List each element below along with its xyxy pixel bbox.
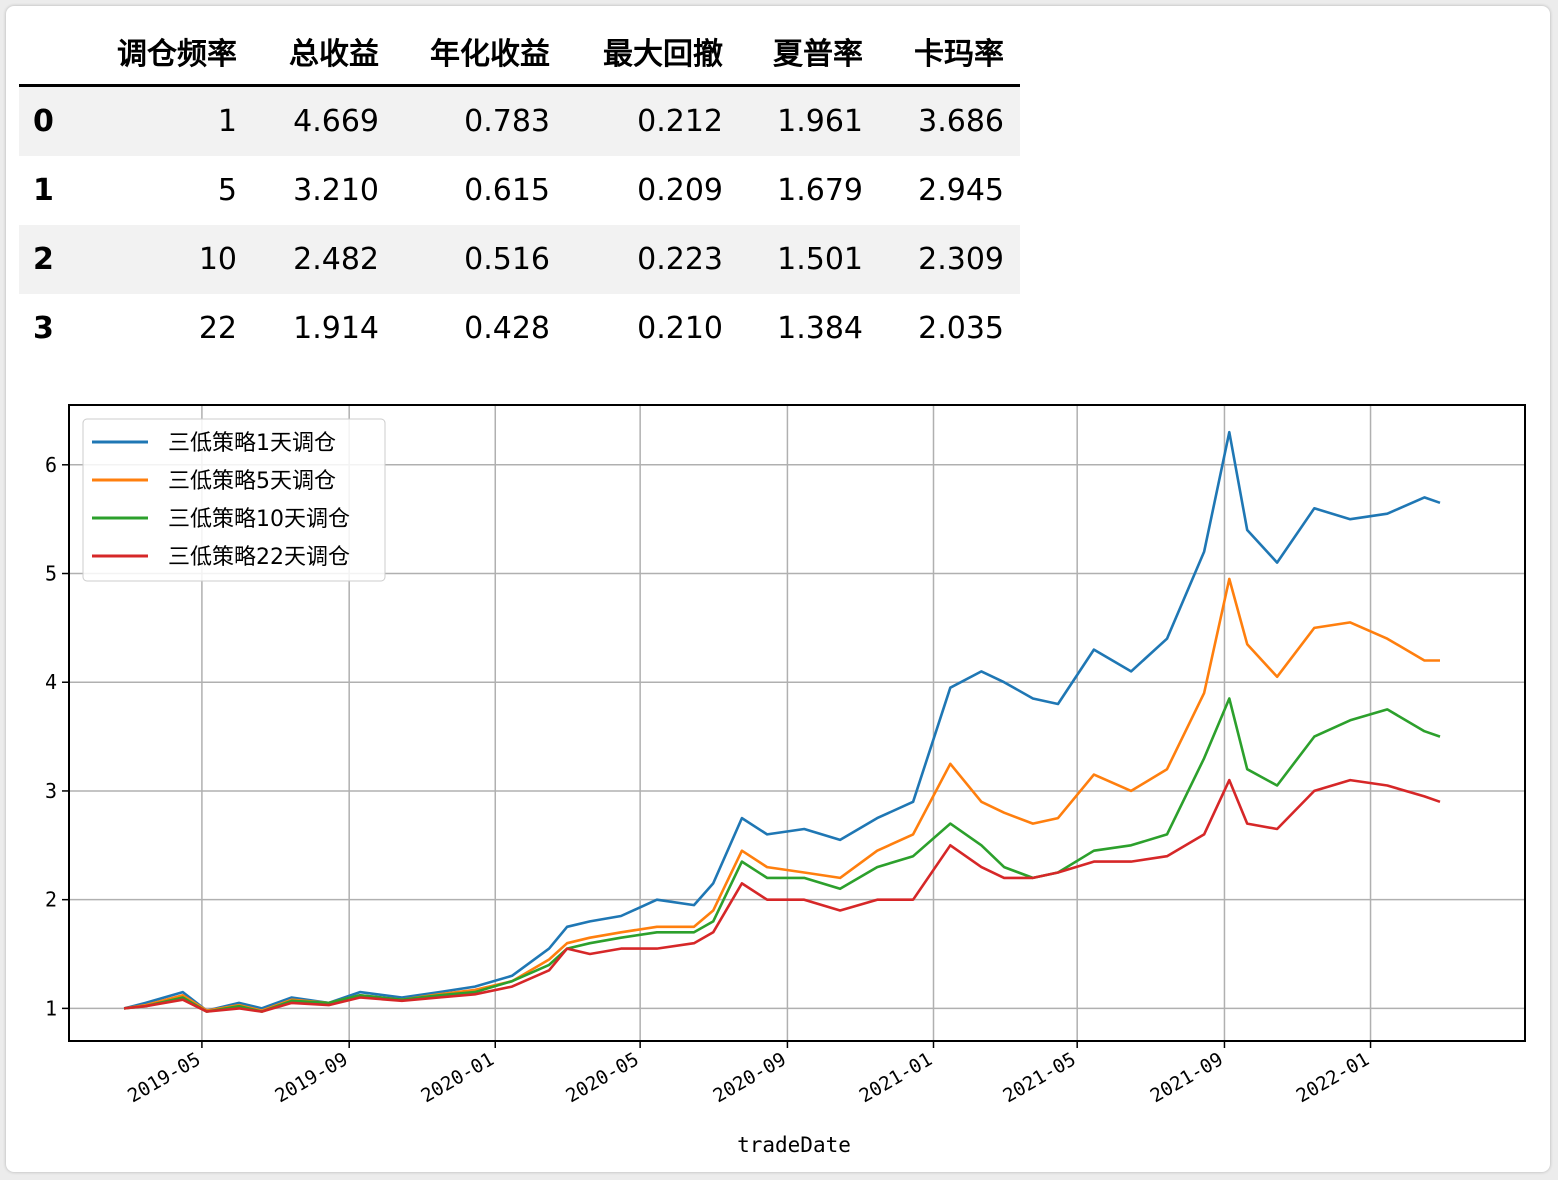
series-line-3 [123, 778, 1441, 1013]
y-tick-label: 6 [45, 453, 57, 477]
cumulative-return-chart: 1 2 3 4 5 6 2019-05 2019-09 2020-01 2020-05 2020-… [45, 404, 1526, 1157]
legend-box [82, 418, 386, 582]
table-cell: 0.209 [637, 173, 723, 208]
column-header: 最大回撤 [603, 37, 723, 72]
y-tick-label: 2 [45, 888, 57, 912]
table-cell: 0.212 [637, 104, 723, 139]
x-axis-ticks: 2019-05 2019-09 2020-01 2020-05 2020-09 2021-… [124, 1041, 1373, 1107]
table-cell: 0.783 [464, 104, 550, 139]
table-cell: 1.961 [777, 104, 863, 139]
table-cell: 4.669 [293, 104, 379, 139]
y-tick-label: 3 [45, 779, 57, 803]
column-header: 夏普率 [773, 37, 863, 72]
table-cell: 1 [217, 104, 237, 139]
legend-label-0: 三低策略1天调仓 [168, 431, 336, 456]
legend-label-2: 三低策略10天调仓 [168, 507, 350, 532]
output-card: 调仓频率 总收益 年化收益 最大回撤 夏普率 卡玛率 0 1 4.669 0.7… [6, 6, 1550, 1172]
series-lines [123, 430, 1441, 1013]
x-tick-label: 2021-01 [856, 1048, 936, 1107]
table-cell: 10 [198, 242, 237, 277]
table-cell: 1.384 [777, 311, 863, 346]
table-cell: 0.223 [637, 242, 723, 277]
table-cell: 1.679 [777, 173, 863, 208]
column-header: 年化收益 [430, 37, 550, 72]
column-header: 调仓频率 [117, 37, 237, 72]
table-cell: 5 [217, 173, 237, 208]
table-cell: 2.945 [918, 173, 1004, 208]
y-tick-label: 4 [45, 670, 57, 694]
table-cell: 2.482 [293, 242, 379, 277]
table-cell: 3.210 [293, 173, 379, 208]
series-line-2 [123, 697, 1441, 1013]
y-tick-label: 1 [45, 996, 57, 1020]
table-cell: 2.309 [918, 242, 1004, 277]
table-cell: 2.035 [918, 311, 1004, 346]
table-cell: 1.914 [293, 311, 379, 346]
x-tick-label: 2021-09 [1147, 1048, 1227, 1107]
table-cell: 0.516 [464, 242, 550, 277]
column-header: 总收益 [289, 37, 379, 72]
table-cell: 0.615 [464, 173, 550, 208]
table-row: 1 5 3.210 0.615 0.209 1.679 2.945 [19, 156, 1020, 225]
table-cell: 22 [198, 311, 237, 346]
table-row: 2 10 2.482 0.516 0.223 1.501 2.309 [19, 225, 1020, 294]
table-cell: 1.501 [777, 242, 863, 277]
x-tick-label: 2020-01 [417, 1048, 497, 1107]
row-index: 1 [33, 173, 54, 208]
column-header: 卡玛率 [914, 37, 1004, 72]
legend-label-1: 三低策略5天调仓 [168, 469, 336, 494]
y-tick-label: 5 [45, 562, 57, 586]
row-index: 2 [33, 242, 54, 277]
table-cell: 0.428 [464, 311, 550, 346]
table-cell: 0.210 [637, 311, 723, 346]
x-tick-label: 2022-01 [1293, 1048, 1373, 1107]
y-axis-ticks: 1 2 3 4 5 6 [45, 453, 69, 1020]
table-row: 0 1 4.669 0.783 0.212 1.961 3.686 [19, 85, 1020, 156]
row-index: 3 [33, 311, 54, 346]
table-row: 3 22 1.914 0.428 0.210 1.384 2.035 [19, 294, 1020, 363]
row-index: 0 [33, 104, 54, 139]
x-tick-label: 2021-05 [999, 1048, 1079, 1107]
x-tick-label: 2020-05 [562, 1048, 642, 1107]
x-tick-label: 2020-09 [710, 1048, 790, 1107]
plot-frame [68, 404, 1526, 1042]
table-cell: 3.686 [918, 104, 1004, 139]
index-header [19, 18, 85, 86]
table-header-row: 调仓频率 总收益 年化收益 最大回撤 夏普率 卡玛率 [19, 18, 1020, 86]
legend-label-3: 三低策略22天调仓 [168, 545, 350, 570]
x-tick-label: 2019-09 [271, 1048, 351, 1107]
results-table: 调仓频率 总收益 年化收益 最大回撤 夏普率 卡玛率 0 1 4.669 0.7… [19, 18, 1020, 363]
x-tick-label: 2019-05 [124, 1048, 204, 1107]
x-axis-label: tradeDate [737, 1133, 851, 1157]
